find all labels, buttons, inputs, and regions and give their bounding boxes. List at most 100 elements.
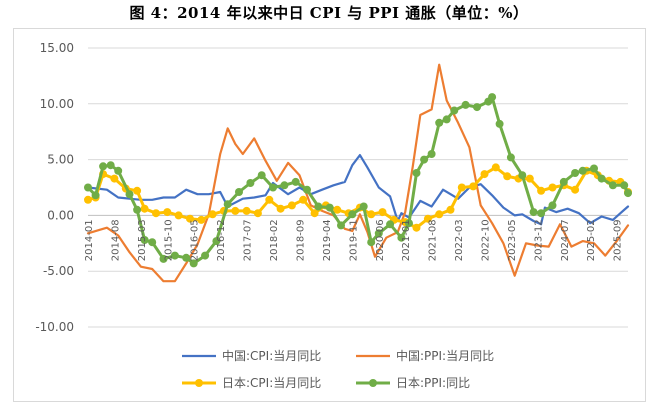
- x-tick-label: 2025-09: [613, 219, 624, 261]
- series-4-point: [620, 181, 629, 190]
- series-3-point: [503, 172, 512, 181]
- series-4-point: [488, 93, 497, 102]
- x-tick-label: 2024-07: [560, 219, 571, 261]
- series-4-point: [435, 118, 444, 127]
- series-3-point: [133, 186, 142, 195]
- legend-label-3: 日本:CPI:当月同比: [222, 376, 321, 390]
- series-4-point: [133, 205, 142, 214]
- series-4-point: [303, 185, 311, 194]
- series-3-point: [242, 206, 251, 215]
- series-3-point: [231, 206, 240, 215]
- series-4-point: [590, 164, 598, 173]
- series-4-point: [212, 237, 221, 246]
- x-tick-label: 2015-03: [137, 219, 148, 261]
- series-4-point: [548, 201, 557, 210]
- series-4-point: [397, 233, 406, 242]
- series-4-point: [170, 251, 179, 260]
- y-tick-label: 10.00: [40, 97, 74, 111]
- x-tick-label: 2021-08: [428, 219, 439, 261]
- series-4-point: [314, 202, 323, 211]
- x-axis-ticks: 2014-01 2014-08 2015-03 2015-10 2016-05 2016-…: [84, 219, 624, 261]
- series-3-point: [571, 185, 580, 194]
- chart-frame: [13, 28, 646, 402]
- series-4-point: [148, 238, 157, 247]
- x-tick-label: 2025-02: [586, 219, 597, 261]
- series-4-point: [325, 203, 334, 212]
- series-4-point: [495, 119, 504, 128]
- series-4-point: [608, 181, 617, 190]
- series-3-point: [163, 208, 172, 217]
- x-tick-label: 2022-10: [481, 219, 492, 261]
- series-3-point: [84, 195, 92, 204]
- series-4-point: [571, 169, 580, 177]
- series-3-point: [435, 210, 444, 219]
- x-tick-label: 2021-01: [401, 219, 412, 261]
- series-3-point: [208, 210, 217, 219]
- x-tick-label: 2019-04: [322, 219, 333, 261]
- x-tick-label: 2018-02: [269, 219, 280, 261]
- series-4-point: [269, 183, 277, 192]
- series-4-point: [106, 161, 115, 170]
- series-4-point: [412, 169, 421, 177]
- series-4-point: [461, 100, 470, 109]
- series-4-point: [597, 174, 606, 183]
- y-axis-ticks: 15.00 10.00 5.00 0.00 -5.00 -10.00: [35, 41, 74, 334]
- series-3-point: [548, 183, 557, 192]
- series-3-point: [469, 182, 478, 191]
- series-3-point: [457, 183, 466, 192]
- legend-marker-3: [195, 379, 203, 387]
- series-3-point: [186, 214, 194, 223]
- series-4-point: [140, 236, 149, 244]
- series-4-point: [125, 190, 134, 199]
- series-3-point: [525, 174, 534, 183]
- series-4-point: [99, 162, 108, 171]
- series-4-point: [337, 221, 345, 230]
- series-4-point: [91, 191, 100, 200]
- series-4-point: [374, 229, 383, 238]
- series-4-point: [348, 210, 357, 219]
- series-3-point: [423, 214, 432, 223]
- legend-label-1: 中国:CPI:当月同比: [222, 348, 321, 363]
- series-4-point: [159, 254, 168, 263]
- series-3-point: [110, 174, 119, 183]
- series-4-point: [257, 171, 266, 180]
- x-tick-label: 2022-03: [454, 219, 465, 261]
- series-3-point: [287, 201, 296, 210]
- series-4-point: [84, 183, 92, 192]
- x-tick-label: 2023-05: [507, 219, 518, 261]
- y-tick-label: -10.00: [35, 320, 74, 334]
- legend-label-2: 中国:PPI:当月同比: [396, 348, 494, 363]
- series-3-point: [265, 195, 274, 204]
- series-4-point: [442, 115, 451, 124]
- series-4-point: [223, 200, 232, 209]
- series-4-point: [386, 220, 395, 229]
- series-3-point: [140, 204, 149, 213]
- series-4-point: [405, 219, 413, 228]
- y-tick-label: 15.00: [40, 41, 74, 55]
- series-4-point: [189, 259, 198, 268]
- series-4-point: [473, 103, 481, 112]
- series-layer: [84, 63, 632, 283]
- series-3-point: [367, 210, 376, 219]
- series-4-point: [506, 153, 515, 162]
- series-4-point: [537, 209, 546, 218]
- series-4-point: [367, 238, 376, 247]
- series-4-point: [114, 166, 123, 175]
- x-tick-label: 2015-10: [163, 219, 174, 261]
- x-tick-label: 2017-07: [243, 219, 254, 261]
- series-4-point: [201, 251, 210, 260]
- x-tick-label: 2018-09: [296, 219, 307, 261]
- x-tick-label: 2023-12: [533, 219, 544, 261]
- series-3-point: [276, 204, 285, 213]
- series-3-point: [152, 209, 160, 218]
- series-4-point: [518, 171, 527, 180]
- series-3-point: [333, 205, 342, 214]
- y-tick-label: -5.00: [43, 264, 74, 278]
- series-4-point: [529, 208, 538, 217]
- series-3-point: [253, 209, 262, 218]
- y-tick-label: 5.00: [47, 153, 74, 167]
- x-tick-label: 2014-08: [110, 219, 121, 261]
- series-4-point: [624, 189, 632, 198]
- series-3-point: [299, 195, 308, 204]
